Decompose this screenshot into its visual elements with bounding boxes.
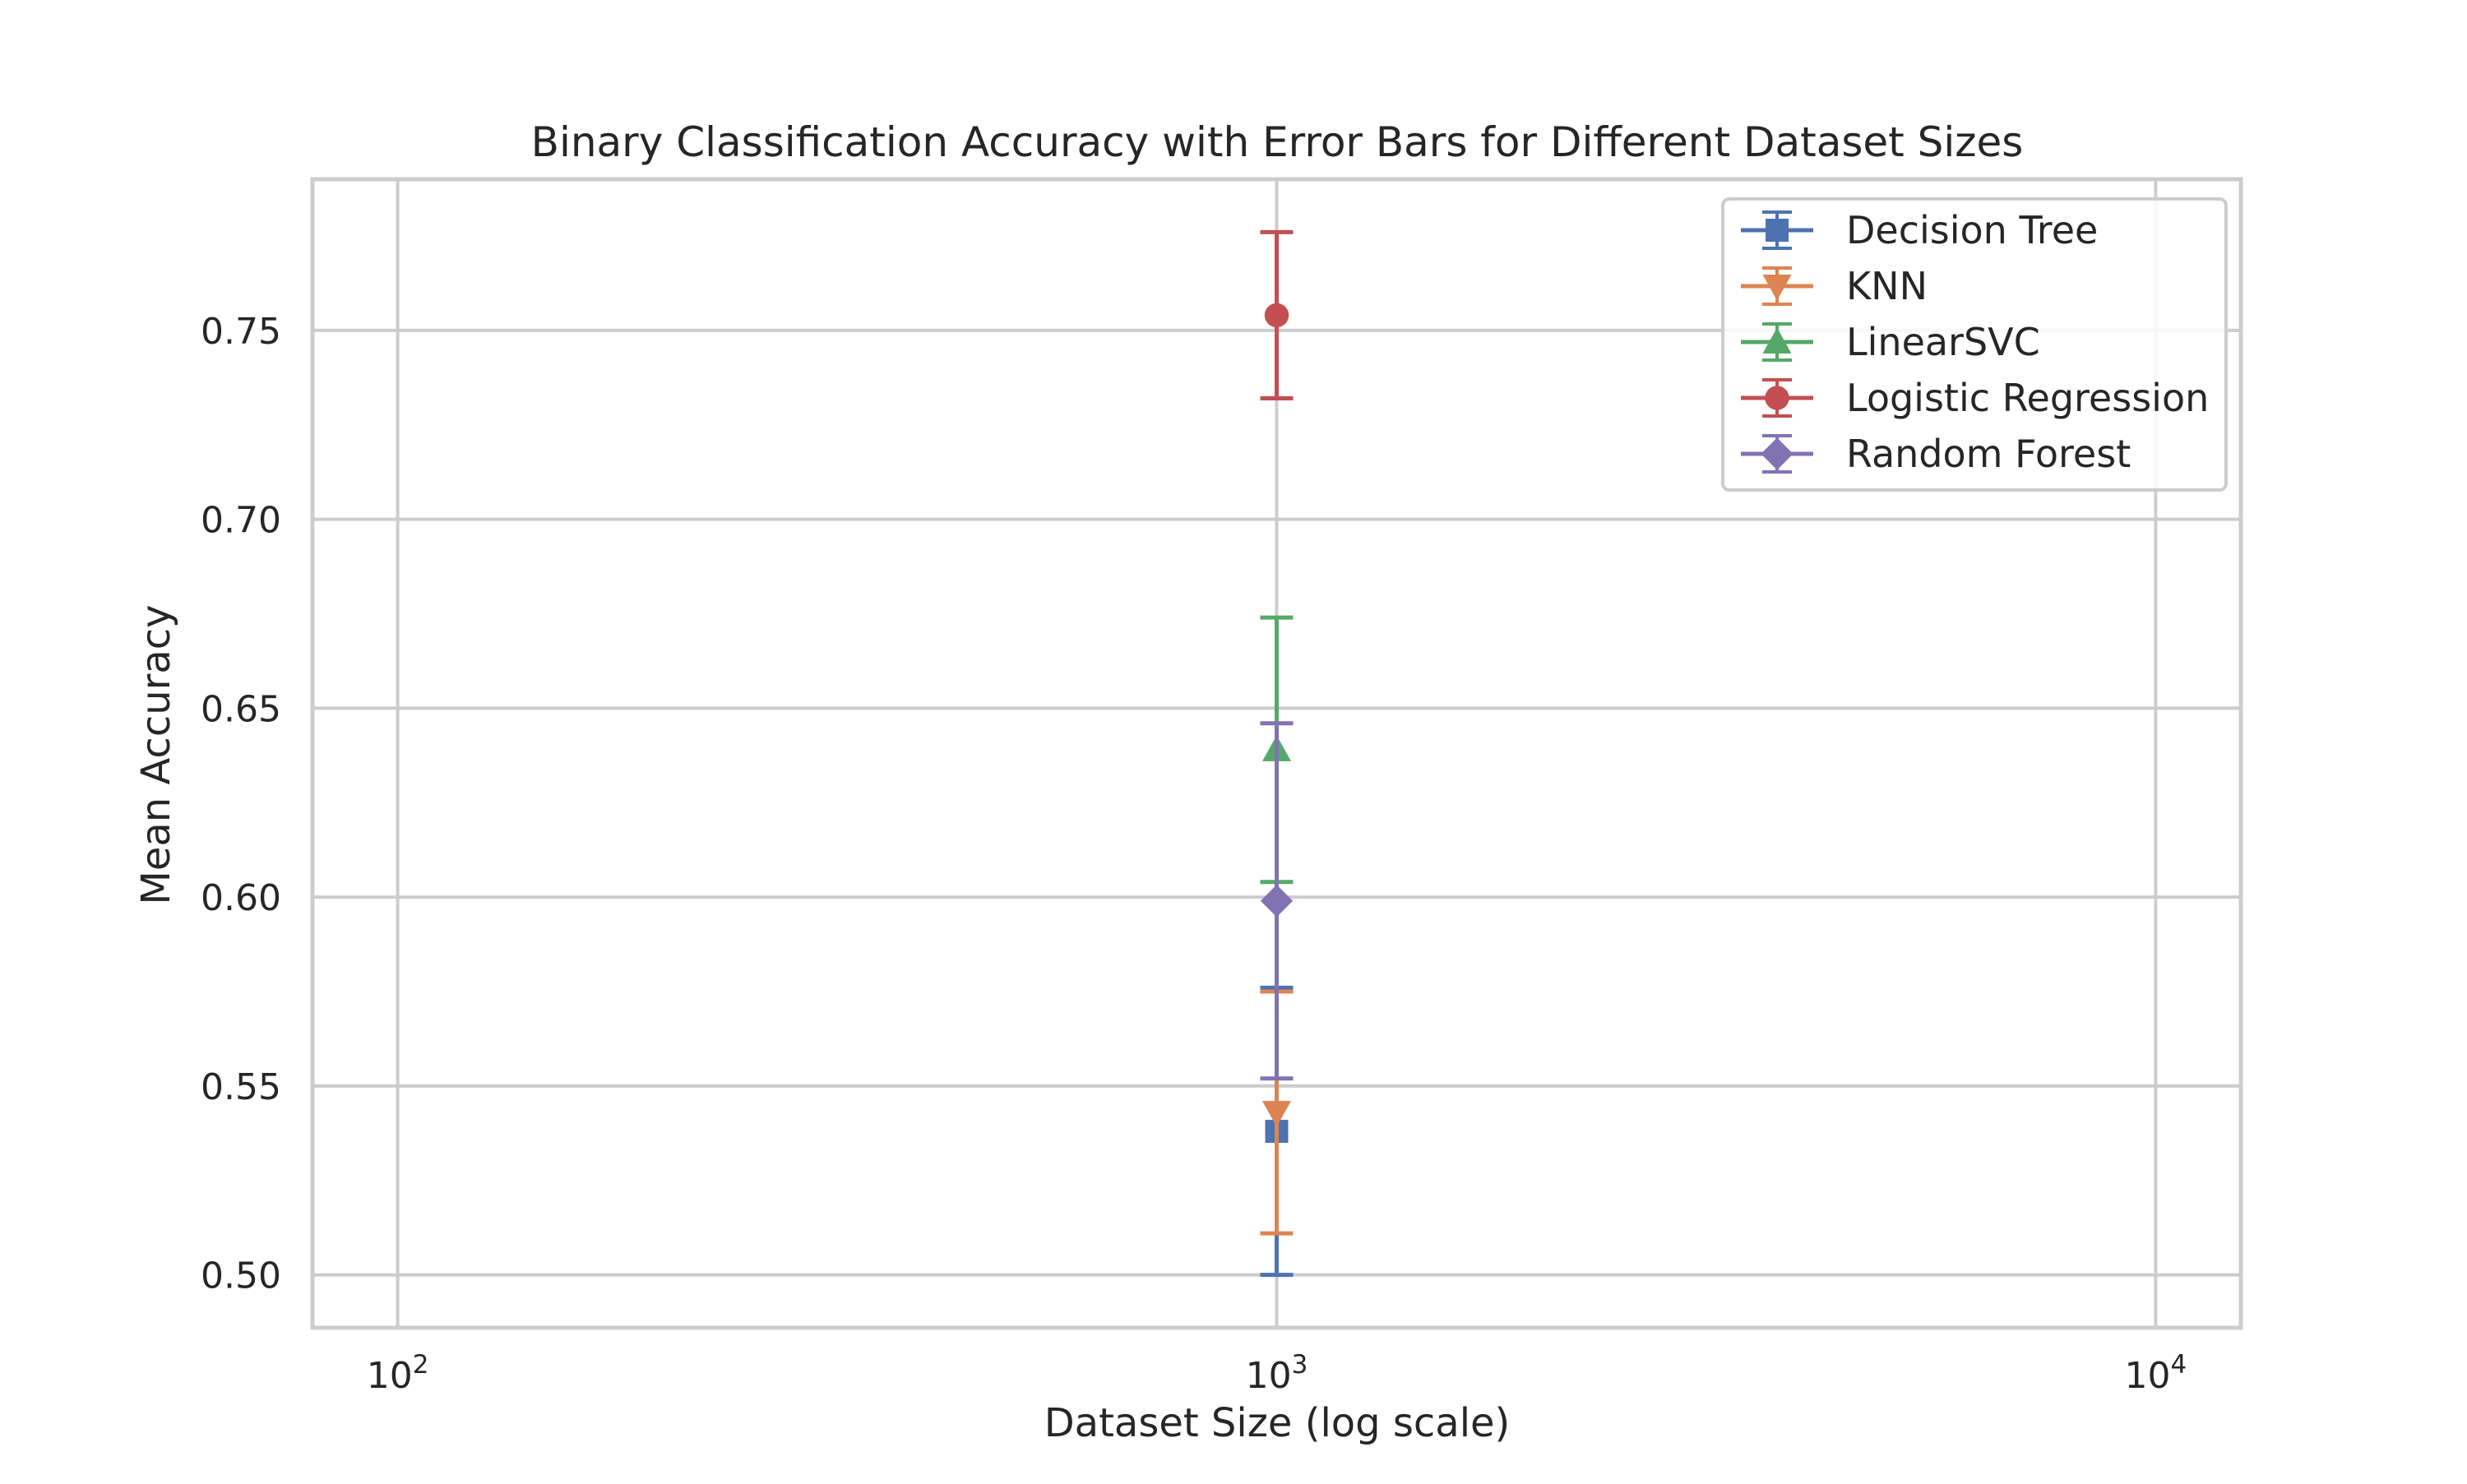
diamond-marker [1260, 885, 1294, 918]
triangle-down-marker [1762, 275, 1792, 301]
x-tick-base: 10 [2125, 1355, 2171, 1397]
series-logistic-regression [1260, 229, 1294, 401]
x-tick-base: 10 [367, 1355, 413, 1397]
legend-label: Decision Tree [1846, 208, 2098, 252]
x-tick-base: 10 [1246, 1355, 1292, 1397]
legend-label: LinearSVC [1846, 320, 2040, 364]
series-random-forest [1260, 721, 1294, 1081]
legend-entry: KNN [1741, 264, 1928, 308]
legend-frame [1721, 197, 2228, 492]
circle-marker [1264, 303, 1289, 328]
y-tick-label: 0.55 [201, 1066, 281, 1108]
x-axis-label: Dataset Size (log scale) [1044, 1400, 1511, 1446]
triangle-up-marker [1762, 327, 1792, 354]
triangle-down-marker [1262, 1101, 1291, 1127]
x-tick-exponent: 4 [2171, 1350, 2187, 1380]
x-tick-exponent: 2 [413, 1350, 429, 1380]
legend-entry: Random Forest [1741, 432, 2131, 476]
plot-frame [310, 177, 2243, 1330]
x-tick-exponent: 3 [1292, 1350, 1308, 1380]
legend-label: Random Forest [1846, 432, 2131, 476]
series-layer [1260, 229, 1294, 1278]
square-marker [1766, 219, 1789, 242]
y-tick-label: 0.70 [201, 500, 281, 542]
legend: Decision Tree KNN LinearSVC Logistic Regres… [1721, 197, 2228, 492]
legend-entry: Decision Tree [1741, 208, 2098, 252]
chart-title: Binary Classification Accuracy with Erro… [531, 118, 2024, 166]
x-tick-label: 103 [1246, 1350, 1308, 1397]
legend-entry: LinearSVC [1741, 320, 2040, 364]
x-tick-label: 102 [367, 1350, 429, 1397]
y-tick-label: 0.50 [201, 1255, 281, 1297]
y-tick-label: 0.60 [201, 877, 281, 919]
legend-entry: Logistic Regression [1741, 376, 2209, 420]
legend-label: KNN [1846, 264, 1928, 308]
diamond-marker [1761, 437, 1794, 470]
y-axis-label: Mean Accuracy [133, 604, 179, 904]
y-tick-label: 0.65 [201, 688, 281, 730]
y-tick-label: 0.75 [201, 311, 281, 353]
circle-marker [1765, 386, 1789, 410]
legend-label: Logistic Regression [1846, 376, 2209, 420]
x-tick-label: 104 [2125, 1350, 2187, 1397]
